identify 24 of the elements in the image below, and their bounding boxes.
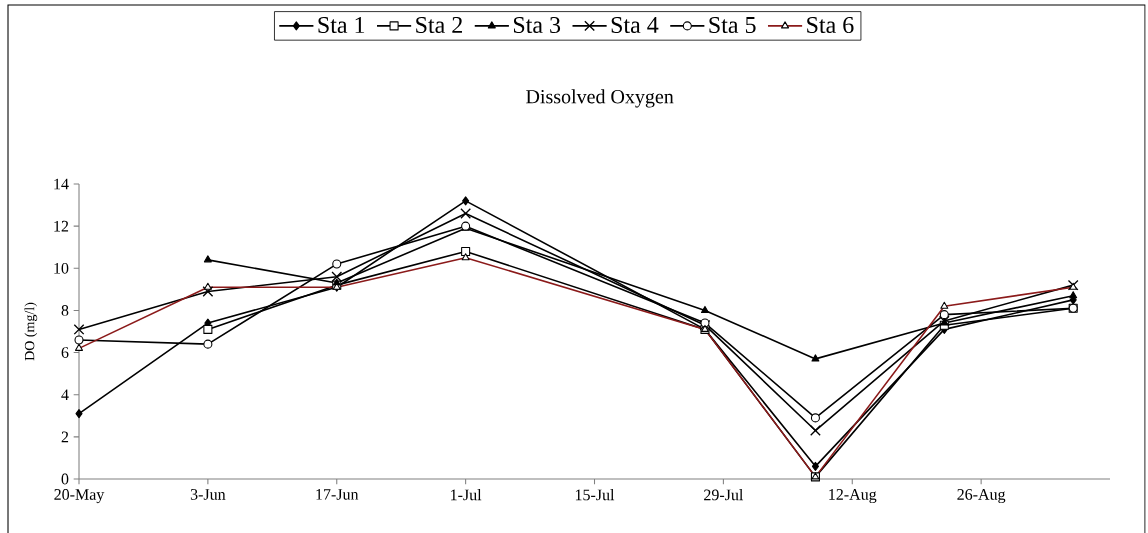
legend-label: Sta 3 [513, 16, 561, 34]
x-tick-label: 20-May [54, 489, 105, 504]
y-tick-label: 14 [54, 178, 69, 190]
legend-label: Sta 4 [611, 16, 659, 34]
legend-label: Sta 5 [709, 16, 756, 34]
x-tick-label: 17-Jun [316, 489, 359, 500]
legend-label: Sta 1 [318, 16, 365, 34]
y-axis-title: DO (mg/l) [24, 302, 38, 361]
x-tick-label: 1-Jul [451, 489, 482, 501]
x-tick-label: 15-Jul [575, 489, 615, 501]
legend-label: Sta 6 [807, 16, 854, 34]
x-tick-label: 3-Jun [190, 489, 226, 500]
y-tick-label: 12 [54, 220, 69, 232]
x-tick-label: 29-Jul [704, 489, 744, 501]
y-tick-label: 2 [61, 431, 69, 443]
x-tick-label: 12-Aug [829, 489, 877, 504]
legend-label: Sta 2 [416, 16, 462, 34]
y-tick-label: 0 [61, 473, 69, 485]
y-tick-label: 8 [61, 305, 69, 316]
x-tick-label: 26-Aug [957, 489, 1006, 504]
chart-title: Dissolved Oxygen [526, 89, 674, 108]
y-tick-label: 6 [61, 347, 69, 358]
y-tick-label: 10 [54, 262, 69, 274]
y-tick-label: 4 [61, 389, 69, 400]
